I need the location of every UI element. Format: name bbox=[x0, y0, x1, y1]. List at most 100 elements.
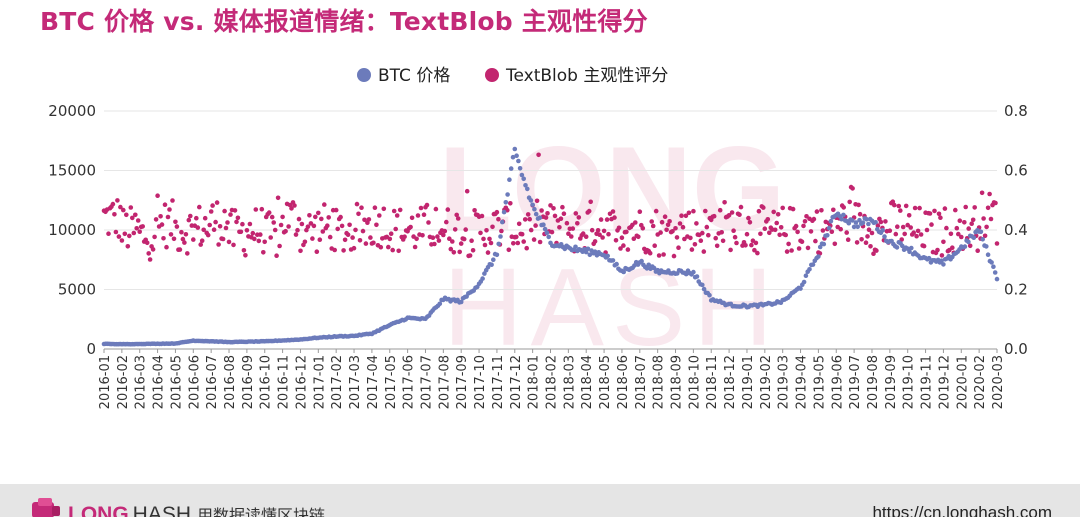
textblob-point bbox=[722, 200, 727, 205]
textblob-point bbox=[322, 202, 327, 207]
textblob-point bbox=[388, 231, 394, 236]
textblob-point bbox=[113, 229, 119, 235]
textblob-point bbox=[342, 237, 348, 243]
textblob-point bbox=[820, 228, 826, 233]
btc-point bbox=[489, 262, 494, 268]
textblob-point bbox=[993, 200, 998, 206]
textblob-point bbox=[357, 238, 363, 243]
textblob-point bbox=[278, 222, 284, 228]
textblob-point bbox=[479, 213, 485, 219]
textblob-point bbox=[746, 215, 751, 221]
legend-btc-marker bbox=[357, 68, 371, 82]
textblob-point bbox=[908, 225, 913, 230]
textblob-point bbox=[305, 224, 311, 229]
textblob-point bbox=[969, 221, 974, 226]
textblob-point bbox=[454, 212, 460, 218]
x-tick-label: 2018-12 bbox=[723, 355, 738, 409]
textblob-point bbox=[592, 239, 598, 244]
textblob-point bbox=[790, 206, 796, 212]
textblob-point bbox=[893, 231, 899, 237]
textblob-point bbox=[396, 248, 402, 254]
textblob-point bbox=[738, 204, 744, 210]
btc-point bbox=[821, 241, 827, 247]
textblob-point bbox=[110, 201, 116, 207]
textblob-point bbox=[915, 228, 921, 234]
textblob-point bbox=[659, 219, 665, 225]
textblob-point bbox=[844, 230, 849, 235]
textblob-point bbox=[436, 238, 442, 243]
textblob-point bbox=[118, 204, 123, 210]
textblob-point bbox=[525, 212, 531, 217]
textblob-point bbox=[402, 234, 407, 239]
textblob-point bbox=[182, 240, 187, 245]
btc-point bbox=[498, 234, 503, 239]
textblob-point bbox=[374, 222, 379, 228]
footer-url[interactable]: https://cn.longhash.com bbox=[872, 503, 1052, 517]
textblob-point bbox=[435, 234, 440, 239]
textblob-point bbox=[774, 220, 779, 226]
textblob-point bbox=[670, 229, 675, 234]
textblob-point bbox=[146, 251, 151, 256]
textblob-point bbox=[298, 248, 303, 254]
textblob-point bbox=[161, 236, 166, 241]
textblob-point bbox=[484, 228, 489, 233]
x-tick-label: 2018-04 bbox=[580, 355, 595, 409]
textblob-point bbox=[115, 198, 120, 203]
textblob-point bbox=[688, 235, 693, 241]
textblob-point bbox=[982, 233, 988, 239]
textblob-point bbox=[963, 204, 968, 210]
x-tick-label: 2017-08 bbox=[437, 355, 452, 409]
textblob-point bbox=[868, 244, 873, 249]
btc-point bbox=[503, 200, 509, 205]
textblob-point bbox=[325, 223, 330, 228]
btc-point bbox=[505, 192, 510, 197]
textblob-point bbox=[731, 228, 736, 233]
textblob-point bbox=[661, 252, 666, 257]
textblob-point bbox=[801, 223, 806, 229]
textblob-point bbox=[583, 234, 589, 239]
textblob-point bbox=[656, 253, 662, 258]
textblob-point bbox=[795, 229, 800, 235]
btc-point bbox=[510, 154, 516, 160]
textblob-point bbox=[936, 211, 942, 217]
textblob-point bbox=[226, 239, 232, 245]
x-tick-label: 2019-08 bbox=[866, 355, 881, 409]
textblob-point bbox=[295, 227, 300, 233]
textblob-point bbox=[327, 234, 333, 240]
left-tick-label: 20000 bbox=[48, 102, 96, 120]
textblob-point bbox=[917, 205, 922, 211]
textblob-point bbox=[758, 231, 763, 237]
textblob-point bbox=[927, 211, 933, 216]
textblob-point bbox=[228, 212, 233, 217]
btc-point bbox=[941, 262, 946, 267]
textblob-point bbox=[972, 205, 977, 210]
textblob-point bbox=[426, 220, 431, 225]
textblob-point bbox=[356, 211, 361, 217]
btc-point bbox=[644, 266, 650, 271]
textblob-point bbox=[767, 230, 772, 236]
textblob-point bbox=[653, 208, 659, 214]
textblob-point bbox=[514, 234, 519, 240]
btc-point bbox=[494, 252, 500, 258]
textblob-point bbox=[561, 211, 567, 216]
textblob-point bbox=[719, 230, 724, 235]
x-tick-label: 2017-05 bbox=[384, 355, 399, 409]
btc-point bbox=[683, 271, 689, 277]
textblob-point bbox=[743, 243, 748, 248]
textblob-point bbox=[106, 231, 111, 236]
textblob-point bbox=[277, 243, 282, 249]
textblob-point bbox=[450, 239, 455, 244]
textblob-point bbox=[353, 227, 358, 233]
textblob-point bbox=[981, 216, 986, 221]
textblob-point bbox=[747, 220, 753, 225]
textblob-point bbox=[883, 219, 888, 224]
textblob-point bbox=[621, 243, 626, 248]
textblob-point bbox=[808, 229, 814, 234]
btc-point bbox=[541, 222, 546, 227]
btc-point bbox=[585, 246, 591, 252]
textblob-point bbox=[397, 207, 403, 213]
textblob-point bbox=[418, 205, 424, 211]
textblob-point bbox=[674, 235, 680, 240]
btc-point bbox=[639, 258, 644, 264]
textblob-point bbox=[698, 238, 704, 243]
